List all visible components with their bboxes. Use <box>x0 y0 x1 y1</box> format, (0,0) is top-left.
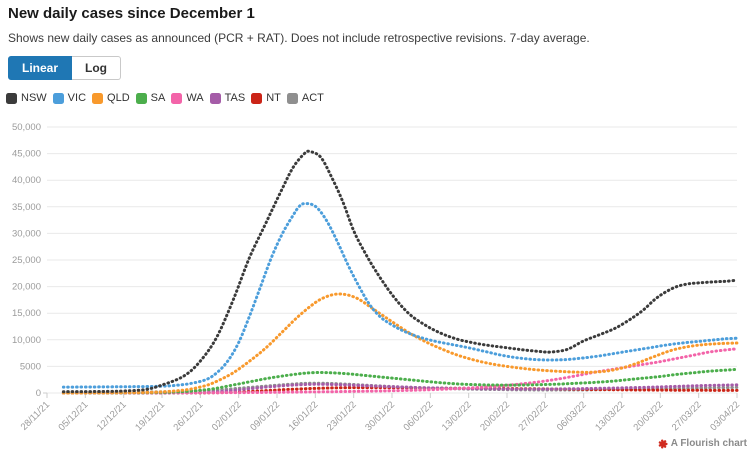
chart-svg: 0 5000 10,000 15,000 20,000 25,000 30,000 35,00… <box>12 122 742 433</box>
legend-item-nsw[interactable]: NSW <box>6 92 47 104</box>
x-axis-label: 20/02/22 <box>478 399 512 433</box>
x-axis-label: 27/03/22 <box>670 399 704 433</box>
legend-item-nt[interactable]: NT <box>251 92 281 104</box>
x-axis-label: 05/12/21 <box>57 399 91 433</box>
series-line-nsw <box>61 149 739 394</box>
x-axis-label: 20/03/22 <box>632 399 666 433</box>
flourish-attribution-label: A Flourish chart <box>670 438 747 449</box>
flourish-attribution-link[interactable]: A Flourish chart <box>658 438 747 449</box>
series-line-wa <box>61 347 739 395</box>
legend-label: SA <box>150 92 166 104</box>
x-axis-label: 13/02/22 <box>440 399 474 433</box>
linear-button[interactable]: Linear <box>8 56 73 80</box>
legend-swatch <box>52 92 64 104</box>
legend-label: ACT <box>301 92 324 104</box>
legend-label: TAS <box>224 92 246 104</box>
y-axis-label: 10,000 <box>12 335 41 346</box>
x-axis-label: 12/12/21 <box>95 399 129 433</box>
y-axis-label: 0 <box>36 388 41 399</box>
x-axis-label: 09/01/22 <box>248 399 282 433</box>
x-axis-label: 23/01/22 <box>325 399 359 433</box>
legend-swatch <box>171 92 183 104</box>
x-axis-label: 27/02/22 <box>517 399 551 433</box>
legend-label: NSW <box>21 92 47 104</box>
y-axis-label: 5000 <box>20 361 41 372</box>
y-axis-label: 30,000 <box>12 228 41 239</box>
y-axis-label: 35,000 <box>12 202 41 213</box>
x-axis-label: 19/12/21 <box>133 399 167 433</box>
legend-item-tas[interactable]: TAS <box>209 92 246 104</box>
scale-toggle: Linear Log <box>8 56 122 80</box>
legend-label: NT <box>266 92 281 104</box>
y-axis-label: 50,000 <box>12 122 41 133</box>
series-line-qld <box>61 292 739 395</box>
legend-swatch <box>286 92 298 104</box>
legend-item-vic[interactable]: VIC <box>52 92 87 104</box>
legend-label: QLD <box>107 92 130 104</box>
chart-subtitle: Shows new daily cases as announced (PCR … <box>8 31 590 45</box>
x-axis-label: 16/01/22 <box>287 399 321 433</box>
legend-label: WA <box>186 92 204 104</box>
x-axis-label: 06/03/22 <box>555 399 589 433</box>
x-axis-label: 13/03/22 <box>593 399 627 433</box>
y-axis-label: 15,000 <box>12 308 41 319</box>
log-button[interactable]: Log <box>72 56 122 80</box>
x-axis-label: 26/12/21 <box>172 399 206 433</box>
series-line-sa <box>61 367 739 395</box>
y-axis-label: 25,000 <box>12 255 41 266</box>
legend-item-wa[interactable]: WA <box>171 92 204 104</box>
legend-item-sa[interactable]: SA <box>135 92 166 104</box>
legend-item-act[interactable]: ACT <box>286 92 324 104</box>
x-axis-label: 06/02/22 <box>402 399 436 433</box>
chart: 0 5000 10,000 15,000 20,000 25,000 30,000 35,00… <box>0 119 754 453</box>
x-axis-label: 02/01/22 <box>210 399 244 433</box>
x-axis-label: 30/01/22 <box>363 399 397 433</box>
legend-swatch <box>6 92 17 104</box>
x-axis-label: 28/11/21 <box>19 399 52 432</box>
x-axis-label: 03/04/22 <box>708 399 742 433</box>
legend-item-qld[interactable]: QLD <box>92 92 130 104</box>
series-line-vic <box>61 202 739 389</box>
flourish-logo-icon <box>658 438 668 449</box>
legend-label: VIC <box>67 92 87 104</box>
legend: NSW VIC QLD SA WA TAS NT ACT <box>6 92 330 104</box>
legend-swatch <box>135 92 147 104</box>
y-axis-label: 45,000 <box>12 149 41 160</box>
legend-swatch <box>209 92 221 104</box>
y-axis-label: 40,000 <box>12 175 41 186</box>
legend-swatch <box>251 92 263 104</box>
y-axis-label: 20,000 <box>12 282 41 293</box>
legend-swatch <box>92 92 104 104</box>
page-title: New daily cases since December 1 <box>8 5 255 22</box>
